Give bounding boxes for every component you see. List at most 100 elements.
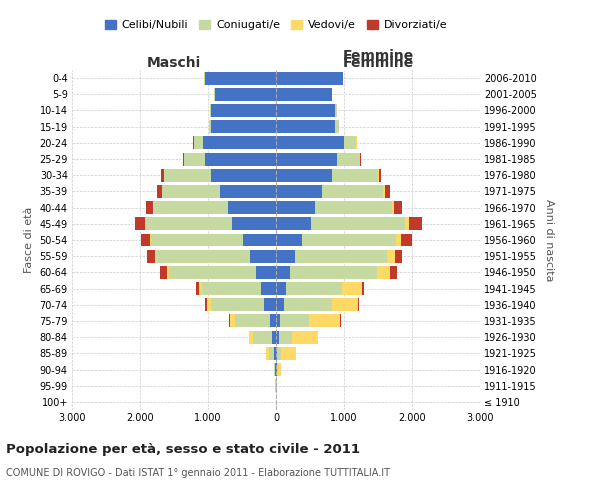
Bar — [276, 298, 284, 311]
Bar — [155, 250, 157, 262]
Bar — [292, 330, 318, 344]
Bar — [276, 347, 277, 360]
Bar — [281, 347, 296, 360]
Bar — [250, 250, 276, 262]
Bar — [316, 201, 392, 214]
Bar — [280, 314, 308, 328]
Bar — [150, 234, 151, 246]
Bar — [278, 363, 281, 376]
Bar — [344, 136, 356, 149]
Bar — [242, 234, 276, 246]
Bar — [276, 152, 337, 166]
Bar — [360, 152, 361, 166]
Bar — [151, 234, 242, 246]
Bar — [167, 266, 169, 279]
Bar — [229, 314, 230, 328]
Bar — [276, 201, 316, 214]
Bar — [276, 282, 286, 295]
Bar — [387, 250, 395, 262]
Bar — [163, 185, 220, 198]
Bar — [264, 298, 276, 311]
Bar — [164, 169, 211, 181]
Bar — [277, 347, 281, 360]
Bar — [295, 250, 387, 262]
Bar — [276, 218, 311, 230]
Bar — [276, 330, 279, 344]
Bar — [335, 104, 337, 117]
Bar — [157, 250, 250, 262]
Bar — [276, 250, 295, 262]
Bar — [390, 266, 397, 279]
Bar — [215, 88, 276, 101]
Bar — [335, 120, 338, 133]
Bar — [209, 120, 211, 133]
Bar — [266, 347, 269, 360]
Bar — [274, 347, 276, 360]
Bar — [279, 330, 292, 344]
Bar — [272, 330, 276, 344]
Y-axis label: Anni di nascita: Anni di nascita — [544, 198, 554, 281]
Bar — [286, 282, 342, 295]
Bar — [322, 185, 383, 198]
Bar — [269, 347, 274, 360]
Bar — [232, 218, 276, 230]
Bar — [302, 234, 395, 246]
Bar — [157, 185, 162, 198]
Bar — [146, 201, 153, 214]
Bar — [194, 136, 203, 149]
Bar — [211, 120, 276, 133]
Bar — [169, 266, 256, 279]
Bar — [256, 266, 276, 279]
Bar — [202, 282, 261, 295]
Bar — [235, 314, 270, 328]
Bar — [145, 218, 232, 230]
Bar — [358, 298, 359, 311]
Bar — [154, 201, 229, 214]
Bar — [401, 234, 412, 246]
Bar — [392, 201, 394, 214]
Bar — [383, 185, 385, 198]
Bar — [395, 234, 401, 246]
Legend: Celibi/Nubili, Coniugati/e, Vedovi/e, Divorziati/e: Celibi/Nubili, Coniugati/e, Vedovi/e, Di… — [100, 16, 452, 35]
Bar — [378, 169, 379, 181]
Text: Popolazione per età, sesso e stato civile - 2011: Popolazione per età, sesso e stato civil… — [6, 442, 360, 456]
Bar — [290, 266, 377, 279]
Bar — [275, 363, 276, 376]
Bar — [276, 120, 335, 133]
Bar — [196, 282, 199, 295]
Bar — [211, 298, 264, 311]
Bar — [379, 169, 382, 181]
Bar — [211, 169, 276, 181]
Bar — [147, 250, 155, 262]
Bar — [340, 314, 341, 328]
Bar — [332, 298, 358, 311]
Bar — [332, 169, 378, 181]
Bar — [253, 330, 272, 344]
Bar — [276, 88, 332, 101]
Bar — [160, 266, 167, 279]
Bar — [184, 152, 205, 166]
Y-axis label: Fasce di età: Fasce di età — [24, 207, 34, 273]
Bar — [311, 218, 405, 230]
Bar — [276, 266, 290, 279]
Bar — [203, 136, 276, 149]
Bar — [276, 185, 322, 198]
Bar — [161, 169, 164, 181]
Text: Femmine: Femmine — [343, 56, 413, 70]
Bar — [274, 363, 275, 376]
Text: COMUNE DI ROVIGO - Dati ISTAT 1° gennaio 2011 - Elaborazione TUTTITALIA.IT: COMUNE DI ROVIGO - Dati ISTAT 1° gennaio… — [6, 468, 390, 477]
Bar — [276, 234, 302, 246]
Bar — [362, 282, 364, 295]
Bar — [270, 314, 276, 328]
Bar — [394, 201, 402, 214]
Bar — [276, 104, 335, 117]
Bar — [230, 314, 235, 328]
Bar — [308, 314, 340, 328]
Bar — [405, 218, 409, 230]
Bar — [409, 218, 422, 230]
Bar — [377, 266, 390, 279]
Bar — [229, 201, 276, 214]
Bar — [342, 282, 362, 295]
Bar — [134, 218, 145, 230]
Text: Femmine: Femmine — [343, 49, 413, 63]
